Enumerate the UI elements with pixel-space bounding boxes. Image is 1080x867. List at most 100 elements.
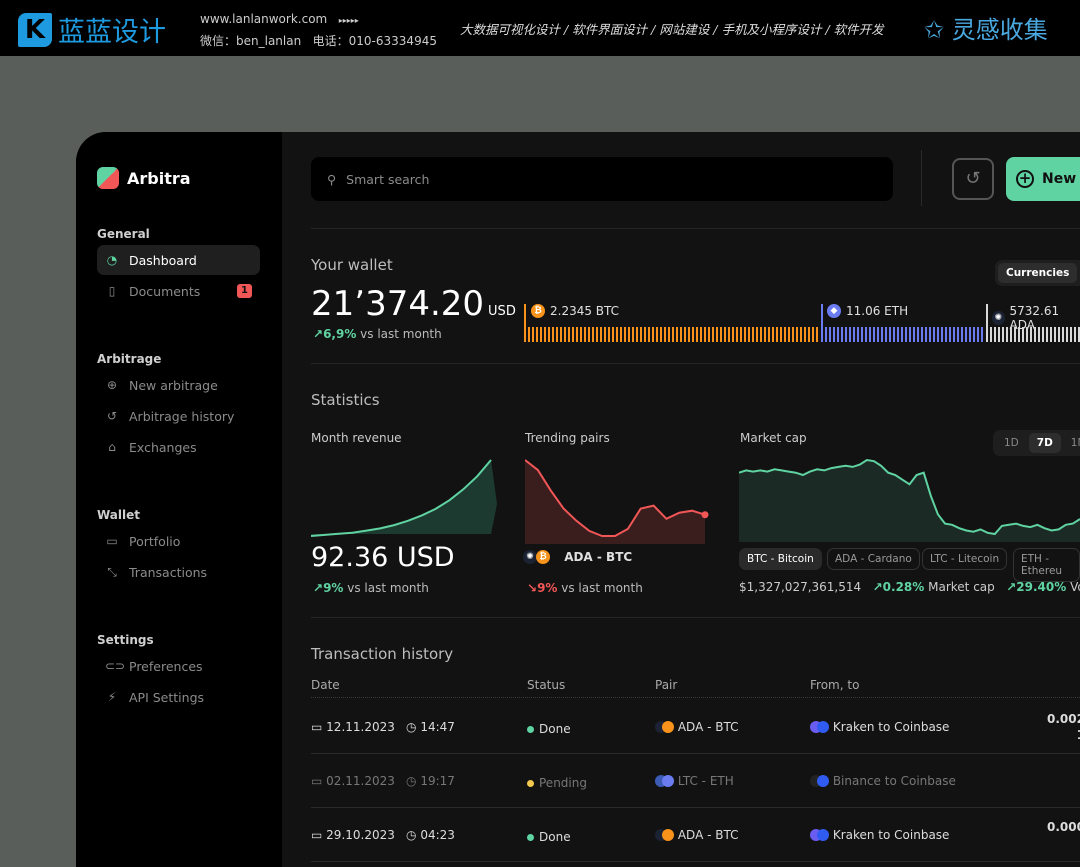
col-date[interactable]: Date — [311, 678, 340, 692]
history-button[interactable]: ↺ — [952, 158, 994, 200]
holding-bar — [1062, 327, 1064, 342]
wallet-icon: ▭ — [105, 534, 119, 548]
revenue-value: 92.36 USD — [311, 542, 455, 573]
trending-label: Trending pairs — [525, 431, 610, 445]
coinbase-icon — [817, 721, 829, 733]
status-badge: Done — [527, 722, 571, 736]
sidebar-item-new-arbitrage[interactable]: ⊕New arbitrage — [97, 370, 260, 400]
vol-label: Volume (24 — [1070, 580, 1080, 594]
holding-bar — [1050, 327, 1052, 342]
holding-bar — [568, 327, 570, 342]
holding-marker — [524, 304, 526, 342]
holding-bar — [616, 327, 618, 342]
range-7d[interactable]: 7D — [1029, 433, 1061, 453]
sidebar-item-arbitrage-history[interactable]: ↺Arbitrage history — [97, 401, 260, 431]
holding-bar — [1010, 327, 1012, 342]
holding-bar — [881, 327, 883, 342]
table-row[interactable]: ▭ 02.11.2023 ◷ 19:17 Pending LTC - ETH B… — [311, 755, 1080, 808]
range-1d[interactable]: 1D — [996, 433, 1027, 453]
chip-eth[interactable]: ETH - Ethereu — [1013, 548, 1080, 582]
statistics-title: Statistics — [311, 391, 380, 409]
status-text: Done — [539, 722, 571, 736]
holding-bar — [684, 327, 686, 342]
app-logo[interactable]: Arbitra — [97, 167, 191, 189]
chip-ltc[interactable]: LTC - Litecoin — [922, 548, 1007, 570]
market-chart — [739, 454, 1080, 542]
wallet-delta: ↗6,9% vs last month — [313, 327, 442, 341]
holding-bar — [596, 327, 598, 342]
holding-bar — [760, 327, 762, 342]
toggle-icon: ⊂⊃ — [105, 659, 119, 673]
holding-bar — [668, 327, 670, 342]
amount-cell — [1047, 765, 1075, 797]
trending-pair[interactable]: ✺₿ ADA - BTC — [523, 550, 632, 564]
holding-bar — [994, 327, 996, 342]
col-pair[interactable]: Pair — [655, 678, 677, 692]
col-status[interactable]: Status — [527, 678, 565, 692]
holding-bar — [1006, 327, 1008, 342]
route-cell: Binance to Coinbase — [810, 774, 956, 788]
search-icon: ⚲ — [327, 172, 336, 187]
table-row[interactable]: ▭ 29.10.2023 ◷ 04:23 Done ADA - BTC Krak… — [311, 809, 1080, 862]
holding-bar — [869, 327, 871, 342]
holding-bar — [720, 327, 722, 342]
date-cell: ▭ 12.11.2023 — [311, 720, 395, 734]
pair-cell: LTC - ETH — [655, 774, 734, 788]
sidebar-item-dashboard[interactable]: ◔Dashboard — [97, 245, 260, 275]
new-arbitrage-button[interactable]: +New a — [1006, 157, 1080, 201]
tab-currencies[interactable]: Currencies — [998, 263, 1077, 283]
sidebar-item-api-settings[interactable]: ⚡API Settings — [97, 682, 260, 712]
holding-bar — [692, 327, 694, 342]
holding-bar — [1026, 327, 1028, 342]
holding-bar — [552, 327, 554, 342]
status-text: Done — [539, 830, 571, 844]
holding-bar — [961, 327, 963, 342]
wallet-tabs: CurrenciesE — [995, 260, 1080, 286]
holding-bar — [937, 327, 939, 342]
sidebar-item-label: Transactions — [129, 565, 207, 580]
holding-bar — [708, 327, 710, 342]
holding-bar — [825, 327, 827, 342]
banner-url: www.lanlanwork.com — [200, 12, 327, 26]
holding-bar — [865, 327, 867, 342]
history-icon: ↺ — [965, 168, 980, 189]
holding-bar — [1070, 327, 1072, 342]
divider — [311, 617, 1080, 618]
plus-icon: + — [1016, 170, 1034, 188]
holding-bar — [644, 327, 646, 342]
holding-bar — [736, 327, 738, 342]
chip-btc[interactable]: BTC - Bitcoin — [739, 548, 822, 570]
holding-bar — [933, 327, 935, 342]
banner-nav: 大数据可视化设计 / 软件界面设计 / 网站建设 / 手机及小程序设计 / 软件… — [460, 19, 884, 38]
search-input[interactable]: ⚲Smart search — [311, 157, 893, 201]
holding-bar — [764, 327, 766, 342]
holding-bar — [849, 327, 851, 342]
table-row[interactable]: ▭ 12.11.2023 ◷ 14:47 Done ADA - BTC Krak… — [311, 701, 1080, 754]
holding-bar — [636, 327, 638, 342]
status-dot — [527, 834, 534, 841]
holding-bar — [1038, 327, 1040, 342]
holding-bar — [949, 327, 951, 342]
holding-bar — [841, 327, 843, 342]
banner-right: ✩ 灵感收集 — [924, 10, 1048, 45]
sidebar-item-documents[interactable]: ▯Documents1 — [97, 276, 260, 306]
sidebar-item-portfolio[interactable]: ▭Portfolio — [97, 526, 260, 556]
holding-bar — [664, 327, 666, 342]
sidebar-item-exchanges[interactable]: ⌂Exchanges — [97, 432, 260, 462]
market-label: Market cap — [740, 431, 807, 445]
chip-ada[interactable]: ADA - Cardano — [827, 548, 920, 570]
holding-bar — [905, 327, 907, 342]
time-cell: ◷ 19:17 — [406, 774, 455, 788]
holding-bar — [885, 327, 887, 342]
col-from-to[interactable]: From, to — [810, 678, 859, 692]
sidebar-item-label: Arbitrage history — [129, 409, 234, 424]
wallet-amount-value: 21’374.20 — [311, 284, 484, 324]
sidebar-item-transactions[interactable]: ⤡Transactions — [97, 557, 260, 587]
banner-logo: K蓝蓝设计 — [18, 10, 166, 49]
holding-bar — [600, 327, 602, 342]
amount-cell: 0.000 — [1047, 819, 1080, 851]
holding-bar — [857, 327, 859, 342]
sidebar-item-preferences[interactable]: ⊂⊃Preferences — [97, 651, 260, 681]
range-1m[interactable]: 1M — [1063, 433, 1080, 453]
holding-bar — [528, 327, 530, 342]
